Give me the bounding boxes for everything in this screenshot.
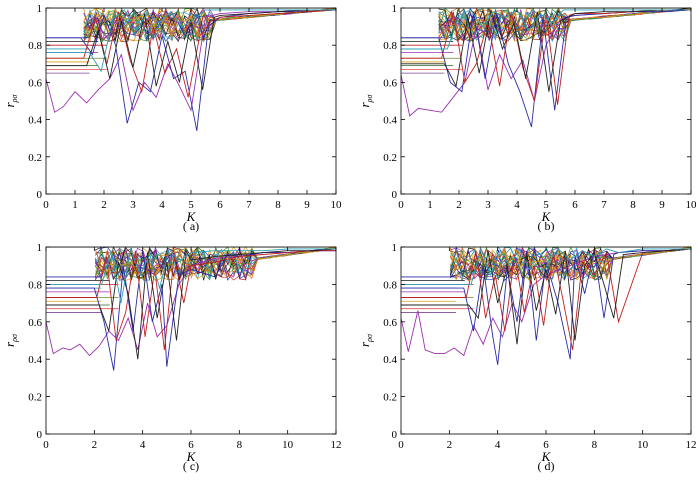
y-axis-label: rρσ xyxy=(357,94,374,108)
x-tick-label: 12 xyxy=(686,439,697,451)
x-tick-label: 6 xyxy=(188,439,194,451)
y-tick-label: 0.2 xyxy=(28,392,42,404)
x-tick-label: 3 xyxy=(485,199,491,211)
y-tick-label: 0.4 xyxy=(28,354,42,366)
x-tick-label: 8 xyxy=(275,199,281,211)
panel-caption: ( b) xyxy=(538,219,555,233)
y-tick-label: 0.8 xyxy=(383,40,397,52)
y-tick-label: 0.2 xyxy=(28,152,42,164)
y-tick-label: 1 xyxy=(37,242,43,254)
series-line-2 xyxy=(401,248,691,365)
x-tick-label: 10 xyxy=(282,439,294,451)
x-tick-label: 10 xyxy=(331,199,343,211)
x-tick-label: 7 xyxy=(246,199,252,211)
x-tick-label: 2 xyxy=(92,439,98,451)
panel-caption: ( d) xyxy=(538,459,555,473)
series-line-5 xyxy=(401,9,691,50)
y-tick-label: 0.8 xyxy=(28,279,42,291)
x-tick-label: 4 xyxy=(514,199,520,211)
series-line-4 xyxy=(401,9,691,92)
x-axis-label: K xyxy=(541,209,552,224)
x-tick-label: 6 xyxy=(572,199,578,211)
y-tick-label: 0.4 xyxy=(383,115,397,127)
y-tick-label: 0.2 xyxy=(383,392,397,404)
y-tick-label: 0 xyxy=(37,429,43,441)
y-tick-label: 1 xyxy=(392,242,398,254)
x-tick-label: 10 xyxy=(686,199,698,211)
x-tick-label: 2 xyxy=(447,439,453,451)
x-tick-label: 0 xyxy=(398,199,404,211)
x-tick-label: 4 xyxy=(495,439,501,451)
x-tick-label: 5 xyxy=(543,199,549,211)
x-tick-label: 0 xyxy=(43,199,49,211)
y-tick-label: 0.2 xyxy=(383,152,397,164)
x-tick-label: 7 xyxy=(601,199,607,211)
series-line-3 xyxy=(46,9,336,98)
y-tick-label: 0.6 xyxy=(383,77,397,89)
panel-caption: ( a) xyxy=(183,219,199,233)
series-line-4 xyxy=(46,9,336,90)
series-line-5 xyxy=(46,247,336,304)
background-series-line xyxy=(95,247,336,280)
series-line-3 xyxy=(46,250,336,350)
x-tick-label: 4 xyxy=(159,199,165,211)
y-axis-label: rρσ xyxy=(2,94,19,108)
x-tick-label: 3 xyxy=(130,199,136,211)
x-tick-label: 6 xyxy=(543,439,549,451)
x-axis-label: K xyxy=(186,449,197,464)
x-tick-label: 8 xyxy=(237,439,243,451)
background-series-line xyxy=(449,247,691,279)
x-axis-label: K xyxy=(186,209,197,224)
y-tick-label: 0 xyxy=(392,189,398,201)
x-axis-label: K xyxy=(541,449,552,464)
y-tick-label: 0.6 xyxy=(28,77,42,89)
background-series-line xyxy=(438,8,691,42)
plot-area xyxy=(401,8,691,128)
x-tick-label: 0 xyxy=(43,439,49,451)
y-tick-label: 1 xyxy=(37,3,43,15)
y-axis-label: rρσ xyxy=(357,333,374,347)
series-line-4 xyxy=(401,248,691,345)
y-axis-label: rρσ xyxy=(2,333,19,347)
y-tick-label: 0 xyxy=(392,429,398,441)
x-tick-label: 1 xyxy=(427,199,433,211)
x-tick-label: 0 xyxy=(398,439,404,451)
series-line-5 xyxy=(401,247,691,285)
y-tick-label: 0.8 xyxy=(28,40,42,52)
y-tick-label: 0.4 xyxy=(383,354,397,366)
x-tick-label: 4 xyxy=(140,439,146,451)
x-tick-label: 8 xyxy=(592,439,598,451)
plot-area xyxy=(46,8,336,131)
x-tick-label: 9 xyxy=(659,199,665,211)
y-tick-label: 0.6 xyxy=(383,317,397,329)
plot-area xyxy=(401,247,691,365)
x-tick-label: 9 xyxy=(304,199,310,211)
x-tick-label: 2 xyxy=(456,199,462,211)
y-tick-label: 0.4 xyxy=(28,115,42,127)
series-line-3 xyxy=(401,248,691,350)
series-line-3 xyxy=(401,9,691,105)
x-tick-label: 6 xyxy=(217,199,223,211)
x-tick-label: 10 xyxy=(637,439,649,451)
x-tick-label: 12 xyxy=(331,439,342,451)
y-tick-label: 0 xyxy=(37,189,43,201)
series-line-4 xyxy=(46,248,336,360)
panel-caption: ( c) xyxy=(183,459,199,473)
plot-area xyxy=(46,247,336,371)
x-tick-label: 5 xyxy=(188,199,194,211)
x-tick-label: 1 xyxy=(72,199,78,211)
x-tick-label: 2 xyxy=(101,199,107,211)
series-line-5 xyxy=(46,9,336,73)
y-tick-label: 1 xyxy=(392,3,398,15)
y-tick-label: 0.8 xyxy=(383,279,397,291)
background-series-line xyxy=(94,247,336,280)
x-tick-label: 8 xyxy=(630,199,636,211)
y-tick-label: 0.6 xyxy=(28,317,42,329)
